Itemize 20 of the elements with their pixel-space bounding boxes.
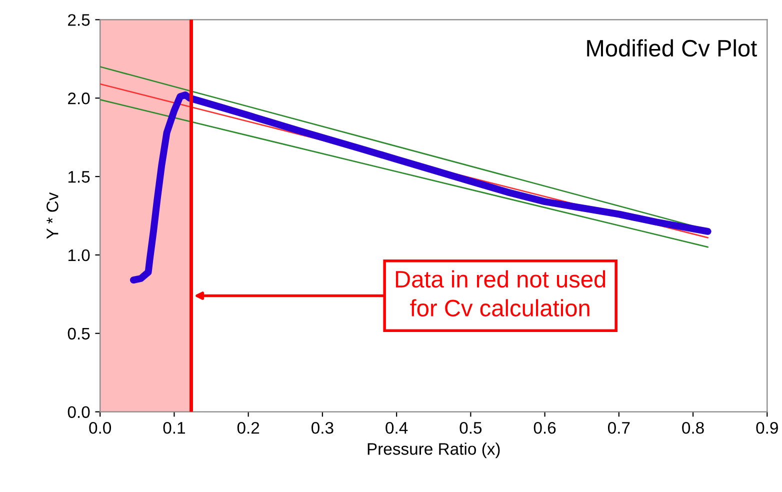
y-tick-label: 1.5 — [68, 171, 90, 183]
y-tick-label: 2.5 — [68, 14, 90, 26]
y-tick-label: 0.0 — [68, 406, 90, 418]
x-tick-label: 0.7 — [608, 422, 630, 434]
x-axis-title: Pressure Ratio (x) — [368, 442, 500, 458]
text: Modified Cv Plot — [587, 39, 757, 57]
x-tick-label: 0.9 — [756, 422, 778, 434]
x-tick-label: 0.4 — [386, 422, 408, 434]
x-tick-label: 0.3 — [312, 422, 334, 434]
x-tick-label: 0.1 — [163, 422, 185, 434]
y-tick-label: 0.5 — [68, 328, 90, 340]
x-tick-label: 0.8 — [682, 422, 704, 434]
x-tick-label: 0.2 — [237, 422, 260, 434]
annotation: Data in red not used for Cv calculation — [396, 270, 606, 316]
x-tick-label: 0.6 — [534, 422, 556, 434]
x-tick-label: 0.0 — [89, 422, 112, 434]
y-tick-label: 1.0 — [68, 249, 90, 262]
y-tick-label: 2.0 — [68, 92, 90, 104]
y-axis-title: Y * Cv — [46, 192, 58, 239]
x-tick-label: 0.5 — [460, 422, 482, 434]
